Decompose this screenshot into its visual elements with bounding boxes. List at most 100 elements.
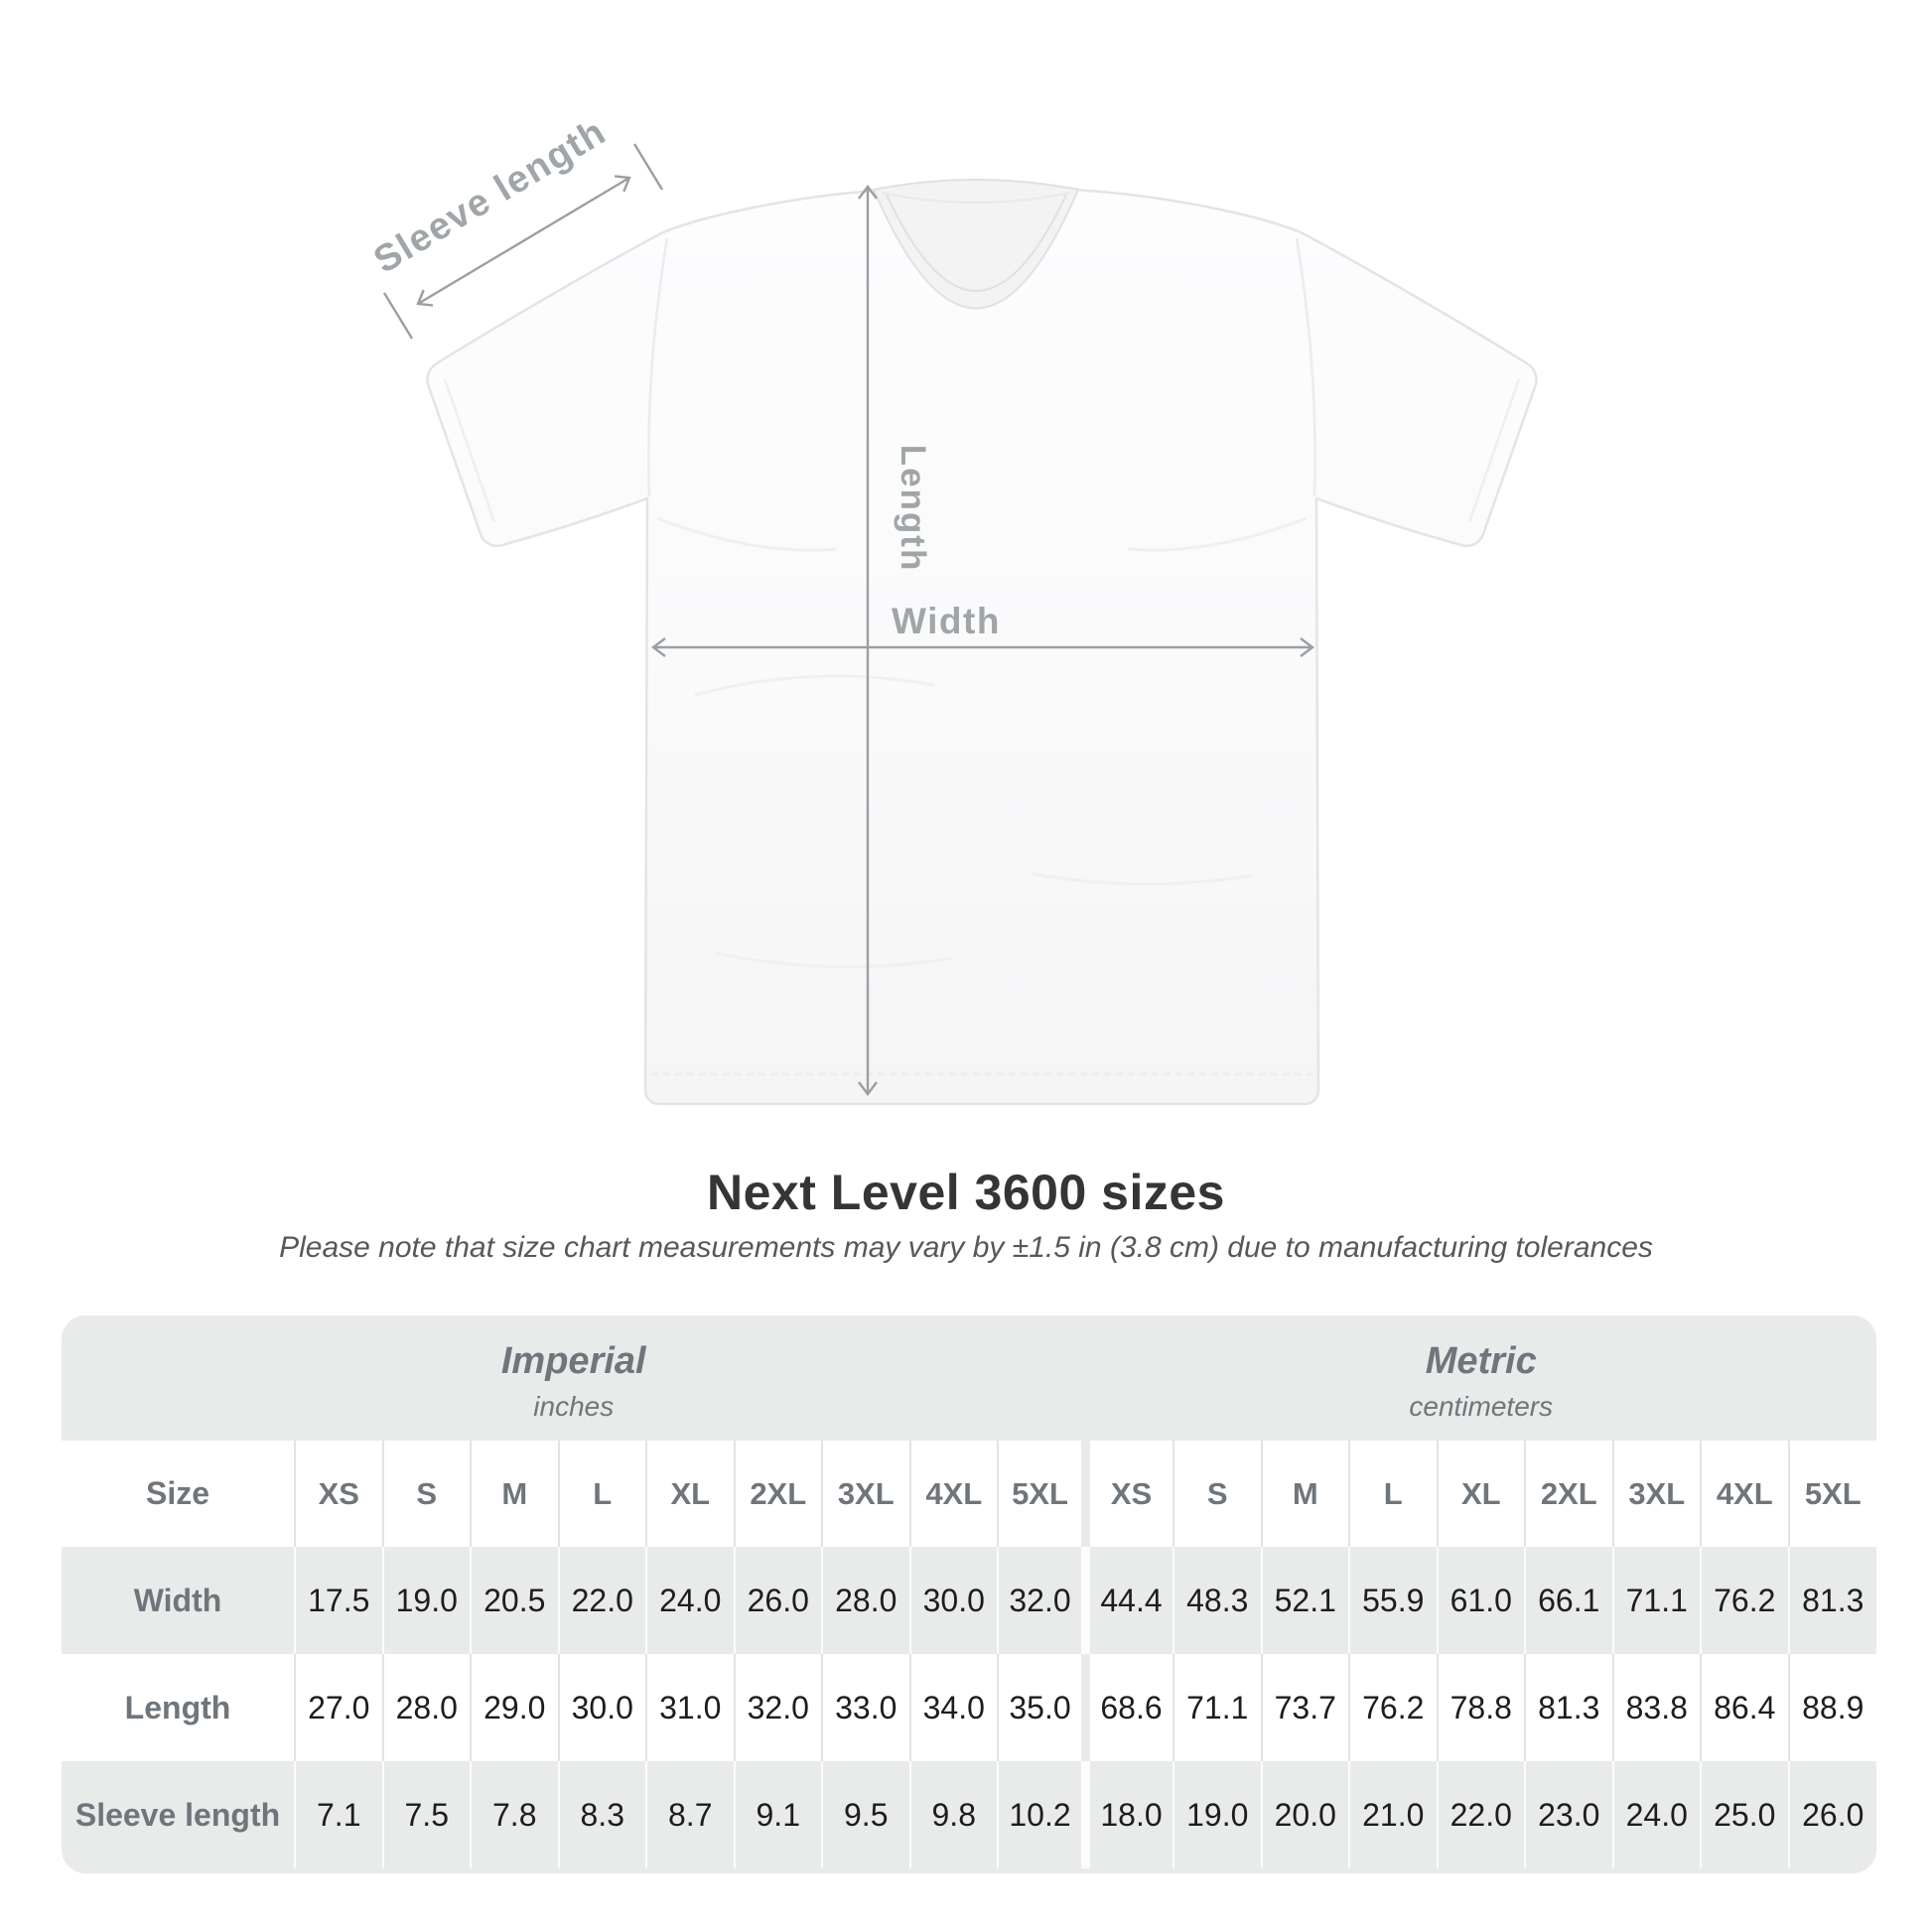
sleeve-length-arrow [416,175,631,307]
size-col-header-imperial-l: L [557,1441,646,1547]
size-col-header-imperial-xs: XS [294,1441,383,1547]
cell-sleeve-length-imperial-3xl: 9.5 [821,1761,910,1868]
cell-sleeve-length-metric-4xl: 25.0 [1700,1761,1789,1868]
size-header-cell: Size [62,1441,295,1547]
cell-length-metric-4xl: 86.4 [1700,1654,1789,1761]
metric-label: Metric [1425,1339,1537,1382]
cell-width-imperial-4xl: 30.0 [908,1547,998,1654]
tshirt-body [426,180,1538,1106]
cell-length-metric-l: 76.2 [1348,1654,1438,1761]
cell-width-metric-xl: 61.0 [1436,1547,1525,1654]
sleeve-length-label: Sleeve length [367,111,614,282]
cell-length-metric-xl: 78.8 [1436,1654,1525,1761]
cell-length-metric-3xl: 83.8 [1611,1654,1701,1761]
cell-sleeve-length-metric-s: 19.0 [1173,1761,1262,1868]
cell-width-imperial-s: 19.0 [381,1547,471,1654]
cell-width-metric-4xl: 76.2 [1700,1547,1789,1654]
size-col-header-metric-4xl: 4XL [1700,1441,1789,1547]
cell-sleeve-length-metric-5xl: 26.0 [1787,1761,1876,1868]
width-label: Width [892,601,1001,641]
cell-sleeve-length-metric-l: 21.0 [1348,1761,1438,1868]
tshirt-left-cuff-seam [443,378,496,523]
size-header-row: Size XS S M L XL 2XL 3XL 4XL 5XL XS S M L XL 2XL 3XL 4XL… [62,1441,1876,1547]
tshirt-right-cuff-seam [1467,378,1521,523]
metric-unit-label: centimeters [1409,1390,1554,1422]
cell-width-metric-m: 52.1 [1260,1547,1349,1654]
cell-sleeve-length-imperial-m: 7.8 [470,1761,559,1868]
cell-width-imperial-3xl: 28.0 [821,1547,910,1654]
size-col-header-imperial-5xl: 5XL [997,1441,1086,1547]
cell-width-metric-s: 48.3 [1173,1547,1262,1654]
metric-group-header: Metric centimeters [1086,1315,1877,1441]
tshirt-measurement-diagram: Sleeve length Length Width [367,111,1538,1106]
cell-width-metric-xs: 44.4 [1081,1547,1173,1654]
cell-length-metric-5xl: 88.9 [1787,1654,1876,1761]
size-col-header-metric-3xl: 3XL [1611,1441,1701,1547]
size-col-header-imperial-m: M [470,1441,559,1547]
size-col-header-metric-s: S [1173,1441,1262,1547]
cell-width-metric-3xl: 71.1 [1611,1547,1701,1654]
cell-length-imperial-xl: 31.0 [645,1654,735,1761]
cell-sleeve-length-imperial-l: 8.3 [557,1761,646,1868]
tshirt-left-sleeve-seam [647,237,669,497]
tshirt-collar-seam [881,192,1071,204]
size-col-header-metric-l: L [1348,1441,1438,1547]
length-row-label: Length [62,1654,295,1761]
cell-width-metric-l: 55.9 [1348,1547,1438,1654]
cell-sleeve-length-imperial-s: 7.5 [381,1761,471,1868]
cell-width-imperial-m: 20.5 [470,1547,559,1654]
size-col-header-metric-m: M [1260,1441,1349,1547]
size-table: Imperial inches Metric centimeters Size … [62,1315,1876,1873]
cell-length-imperial-3xl: 33.0 [821,1654,910,1761]
cell-sleeve-length-imperial-xs: 7.1 [294,1761,383,1868]
cell-width-imperial-xl: 24.0 [645,1547,735,1654]
size-table-grid: Imperial inches Metric centimeters Size … [62,1315,1876,1868]
size-col-header-imperial-xl: XL [645,1441,735,1547]
cell-sleeve-length-imperial-4xl: 9.8 [908,1761,998,1868]
cell-sleeve-length-imperial-5xl: 10.2 [997,1761,1086,1868]
cell-length-imperial-xs: 27.0 [294,1654,383,1761]
tshirt-neck-opening [872,179,1080,310]
size-col-header-imperial-2xl: 2XL [733,1441,822,1547]
cell-width-metric-2xl: 66.1 [1524,1547,1613,1654]
sleeve-length-cap-start [382,292,414,340]
cell-width-imperial-5xl: 32.0 [997,1547,1086,1654]
tshirt-wrinkles [656,516,1308,969]
tolerance-note: Please note that size chart measurements… [279,1231,1653,1264]
size-col-header-imperial-s: S [381,1441,471,1547]
width-row-label: Width [133,1582,222,1618]
sleeve-length-cap-end [632,143,664,191]
cell-length-imperial-5xl: 35.0 [997,1654,1086,1761]
cell-width-imperial-l: 22.0 [557,1547,646,1654]
tshirt-collar-band [886,194,1067,292]
cell-sleeve-length-metric-2xl: 23.0 [1524,1761,1613,1868]
length-label: Length [894,445,932,573]
cell-length-imperial-4xl: 34.0 [908,1654,998,1761]
sleeve-length-row: Sleeve length 7.1 7.5 7.8 8.3 8.7 9.1 9.5 9.8 10… [62,1761,1876,1868]
size-col-header-metric-5xl: 5XL [1787,1441,1876,1547]
cell-length-imperial-s: 28.0 [381,1654,471,1761]
cell-sleeve-length-metric-xl: 22.0 [1436,1761,1525,1868]
imperial-label: Imperial [500,1339,646,1382]
imperial-unit-label: inches [533,1390,615,1422]
unit-header-row: Imperial inches Metric centimeters [62,1315,1876,1441]
length-row: Length 27.0 28.0 29.0 30.0 31.0 32.0 33.0 34.0 3… [62,1654,1876,1761]
tshirt-right-sleeve-seam [1295,237,1316,497]
width-row: Width 17.5 19.0 20.5 22.0 24.0 26.0 28.0 30.0 32… [62,1547,1876,1654]
cell-sleeve-length-metric-3xl: 24.0 [1611,1761,1701,1868]
cell-length-metric-2xl: 81.3 [1524,1654,1613,1761]
cell-sleeve-length-imperial-2xl: 9.1 [733,1761,822,1868]
cell-length-metric-s: 71.1 [1173,1654,1262,1761]
cell-length-metric-m: 73.7 [1260,1654,1349,1761]
cell-length-imperial-m: 29.0 [470,1654,559,1761]
cell-length-metric-xs: 68.6 [1081,1654,1173,1761]
cell-sleeve-length-metric-m: 20.0 [1260,1761,1349,1868]
page-title: Next Level 3600 sizes [707,1165,1225,1220]
cell-length-imperial-l: 30.0 [557,1654,646,1761]
cell-width-imperial-xs: 17.5 [294,1547,383,1654]
size-col-header-metric-xl: XL [1436,1441,1525,1547]
imperial-group-header: Imperial inches [62,1315,1086,1441]
sleeve-length-row-label: Sleeve length [74,1796,281,1833]
cell-sleeve-length-imperial-xl: 8.7 [645,1761,735,1868]
